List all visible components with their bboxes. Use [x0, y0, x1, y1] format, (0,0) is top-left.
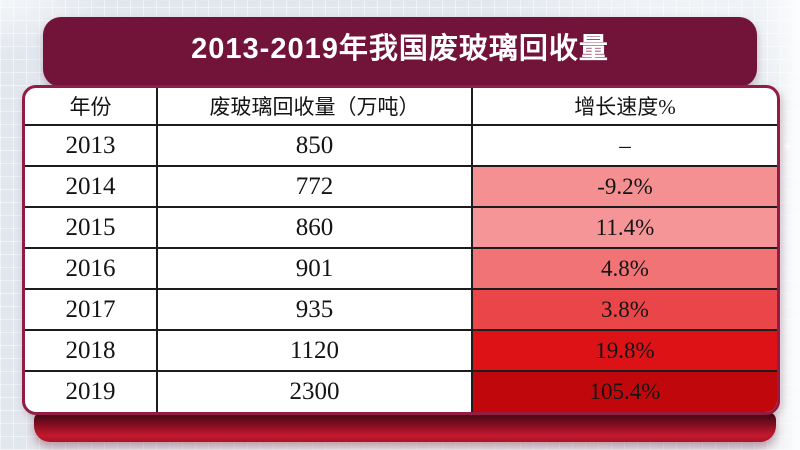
growth-cell: 19.8% [471, 329, 777, 372]
volume-cell: 860 [156, 206, 473, 249]
volume-cell: 850 [156, 124, 473, 167]
table-row: 2015 860 11.4% [25, 206, 777, 249]
col-header-growth: 增长速度% [471, 88, 777, 126]
growth-cell: – [471, 124, 777, 167]
year-cell: 2019 [25, 370, 158, 412]
table-row: 2016 901 4.8% [25, 247, 777, 290]
table-body: 2013 850 – 2014 772 -9.2% 2015 860 11.4%… [25, 124, 777, 412]
col-header-volume: 废玻璃回收量（万吨） [156, 88, 473, 126]
growth-cell: 3.8% [471, 288, 777, 331]
sparkle-icon: + [783, 138, 792, 155]
table-row: 2013 850 – [25, 124, 777, 167]
table-row: 2014 772 -9.2% [25, 165, 777, 208]
table-row: 2018 1120 19.8% [25, 329, 777, 372]
growth-cell: -9.2% [471, 165, 777, 208]
growth-cell: 105.4% [471, 370, 777, 412]
table-row: 2017 935 3.8% [25, 288, 777, 331]
year-cell: 2016 [25, 247, 158, 290]
title-banner: 2013-2019年我国废玻璃回收量 [43, 17, 757, 87]
year-cell: 2014 [25, 165, 158, 208]
volume-cell: 1120 [156, 329, 473, 372]
year-cell: 2017 [25, 288, 158, 331]
page-title: 2013-2019年我国废玻璃回收量 [191, 33, 609, 65]
year-cell: 2013 [25, 124, 158, 167]
growth-cell: 11.4% [471, 206, 777, 249]
table-header: 年份 废玻璃回收量（万吨） 增长速度% [25, 88, 777, 126]
data-table-card: 年份 废玻璃回收量（万吨） 增长速度% 2013 850 – 2014 772 … [22, 85, 780, 415]
year-cell: 2015 [25, 206, 158, 249]
volume-cell: 772 [156, 165, 473, 208]
growth-cell: 4.8% [471, 247, 777, 290]
volume-cell: 935 [156, 288, 473, 331]
footer-accent-bar [34, 412, 776, 442]
header-row: 年份 废玻璃回收量（万吨） 增长速度% [25, 88, 777, 126]
volume-cell: 901 [156, 247, 473, 290]
year-cell: 2018 [25, 329, 158, 372]
recycling-table: 年份 废玻璃回收量（万吨） 增长速度% 2013 850 – 2014 772 … [25, 88, 777, 412]
table-row: 2019 2300 105.4% [25, 370, 777, 412]
volume-cell: 2300 [156, 370, 473, 412]
col-header-year: 年份 [25, 88, 158, 126]
